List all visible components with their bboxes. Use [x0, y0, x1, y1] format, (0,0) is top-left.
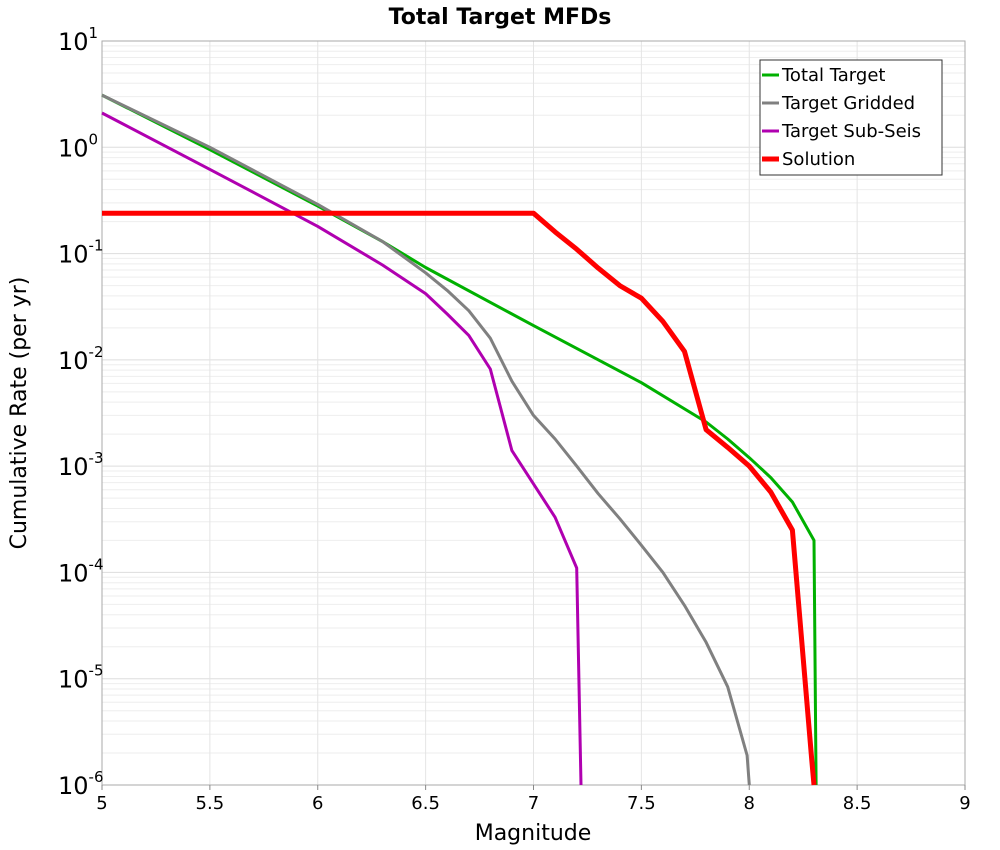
y-tick-label: 10-2: [58, 343, 104, 375]
y-tick-label: 100: [58, 130, 98, 162]
y-axis-ticks: 101 100 10-1 10-2 10-3 10-4 10-5 10-6: [58, 24, 104, 800]
x-tick-label: 7: [528, 793, 539, 814]
legend-label: Target Gridded: [781, 93, 915, 114]
legend-label: Target Sub-Seis: [781, 121, 921, 142]
legend-label: Total Target: [781, 65, 885, 86]
x-tick-label: 8.5: [843, 793, 872, 814]
y-tick-label: 10-4: [58, 555, 104, 587]
series-line-0: [101, 93, 818, 786]
x-tick-label: 5.5: [196, 793, 225, 814]
y-axis-label: Cumulative Rate (per yr): [7, 277, 32, 550]
x-tick-label: 8: [744, 793, 755, 814]
y-tick-label: 10-3: [58, 449, 104, 481]
legend-label: Solution: [782, 149, 855, 170]
x-tick-label: 6.5: [411, 793, 440, 814]
x-tick-label: 9: [959, 793, 970, 814]
y-tick-label: 10-5: [58, 662, 104, 694]
legend-entries: Total Target Target Gridded Target Sub-Sei…: [762, 65, 921, 170]
series-layer: [101, 93, 818, 786]
x-tick-label: 6: [312, 793, 323, 814]
chart-title: Total Target MFDs: [389, 5, 612, 30]
x-axis-label: Magnitude: [475, 821, 592, 846]
x-tick-label: 5: [96, 793, 107, 814]
y-tick-label: 10-1: [58, 237, 104, 269]
x-tick-label: 7.5: [627, 793, 656, 814]
legend-box: [759, 59, 943, 176]
x-axis-ticks: 5 5.5 6 6.5 7 7.5 8 8.5 9: [96, 785, 971, 814]
y-tick-label: 10-6: [58, 768, 104, 800]
legend: Total Target Target Gridded Target Sub-Sei…: [759, 59, 943, 176]
y-tick-label: 101: [58, 24, 98, 56]
